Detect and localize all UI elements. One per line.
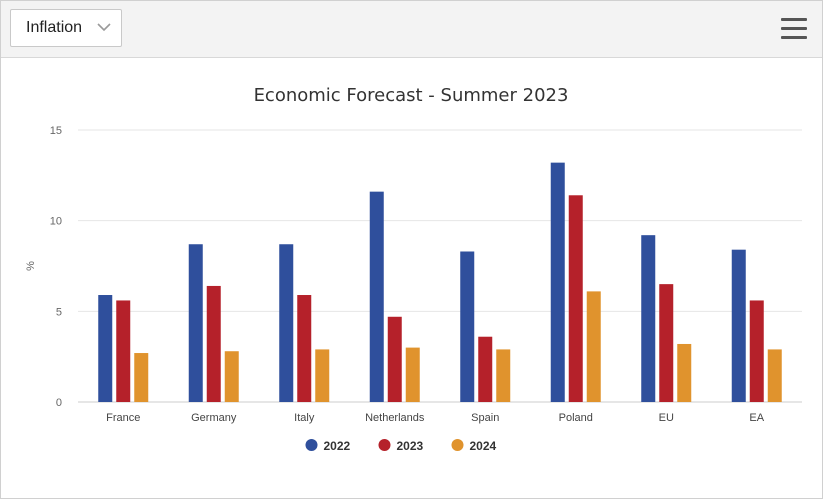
x-tick-label: France [106,412,140,424]
bar [767,349,782,402]
bar [188,244,203,402]
bar [460,251,475,402]
bar [134,353,149,402]
chart-title: Economic Forecast - Summer 2023 [254,85,569,106]
x-tick-label: EA [749,412,764,424]
bar [496,349,511,402]
x-tick-label: EU [659,412,674,424]
legend-item-2024[interactable]: 2024 [470,439,497,453]
x-tick-label: Poland [559,412,593,424]
legend-item-2022[interactable]: 2022 [324,439,351,453]
y-tick-label: 0 [56,397,62,409]
bar [659,284,674,402]
bar [478,336,493,402]
indicator-dropdown[interactable]: Inflation [10,9,122,47]
bar [405,347,420,402]
hamburger-menu-icon[interactable] [779,15,809,43]
y-axis-label: % [25,261,37,271]
legend-marker [305,439,318,451]
y-tick-label: 10 [50,216,62,228]
bar [279,244,294,402]
bar [224,351,239,402]
x-tick-label: Spain [471,412,499,424]
bar [387,316,402,402]
bar-chart: Economic Forecast - Summer 2023 0 5 10 15% Fr… [25,85,802,453]
bar [297,295,312,402]
bar [550,162,565,402]
bar [98,295,113,402]
bar [677,343,692,402]
indicator-dropdown-label: Inflation [26,19,83,36]
chevron-down-icon [97,23,111,32]
bar [641,235,656,402]
x-tick-label: Germany [191,412,237,424]
bar [315,349,330,402]
x-tick-label: Italy [294,412,315,424]
bar [206,285,221,402]
bar [731,249,746,402]
y-tick-label: 5 [56,306,62,318]
bar [586,291,601,402]
y-tick-label: 15 [50,125,62,137]
bar [568,195,583,402]
bar [749,300,764,402]
x-tick-label: Netherlands [365,412,425,424]
legend-item-2023[interactable]: 2023 [397,439,424,453]
bar [369,191,384,402]
legend-marker [378,439,391,451]
bar [116,300,131,402]
toolbar: Inflation [1,1,822,58]
legend-marker [451,439,464,451]
